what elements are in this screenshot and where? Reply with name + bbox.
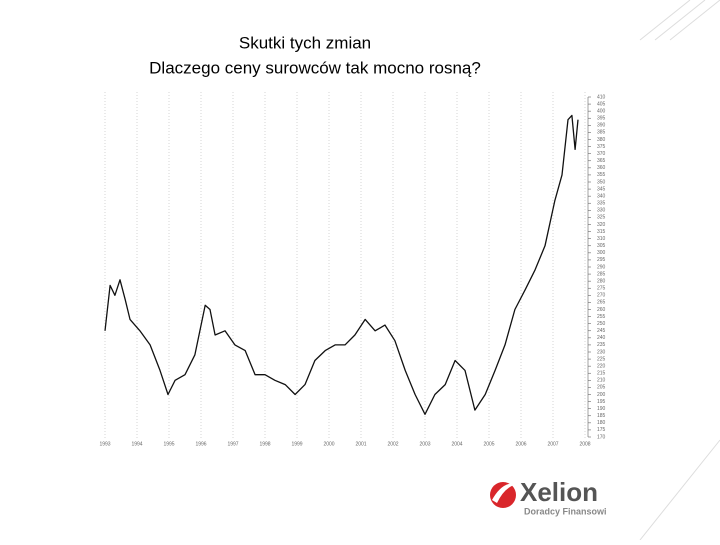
y-tick-label: 365 <box>597 158 606 164</box>
y-tick-label: 320 <box>597 222 606 228</box>
y-tick-label: 220 <box>597 363 606 369</box>
y-tick-label: 260 <box>597 307 606 313</box>
y-tick-label: 390 <box>597 123 606 129</box>
y-tick-label: 385 <box>597 130 606 136</box>
x-tick-label: 2002 <box>387 441 398 447</box>
y-tick-label: 180 <box>597 420 606 426</box>
y-tick-label: 270 <box>597 293 606 299</box>
x-tick-label: 1999 <box>291 441 302 447</box>
y-tick-label: 305 <box>597 243 606 249</box>
y-tick-label: 245 <box>597 328 606 334</box>
x-tick-label: 1995 <box>163 441 174 447</box>
x-tick-label: 2003 <box>419 441 430 447</box>
logo: Xelion Doradcy Finansowi <box>490 477 607 516</box>
y-tick-label: 405 <box>597 101 606 107</box>
y-tick-label: 380 <box>597 137 606 143</box>
y-tick-label: 170 <box>597 434 606 440</box>
y-tick-label: 255 <box>597 314 606 320</box>
y-tick-label: 285 <box>597 271 606 277</box>
x-tick-label: 2007 <box>547 441 558 447</box>
x-tick-label: 2005 <box>483 441 494 447</box>
y-tick-label: 400 <box>597 108 606 114</box>
y-tick-label: 250 <box>597 321 606 327</box>
x-tick-label: 2008 <box>579 441 590 447</box>
slide-subtitle: Dlaczego ceny surowców tak mocno rosną? <box>149 58 481 77</box>
x-tick-label: 1993 <box>99 441 110 447</box>
y-tick-label: 330 <box>597 208 606 214</box>
x-tick-label: 2000 <box>323 441 334 447</box>
y-tick-label: 275 <box>597 286 606 292</box>
y-tick-label: 335 <box>597 201 606 207</box>
price-line <box>104 114 579 415</box>
y-tick-label: 195 <box>597 399 606 405</box>
logo-icon <box>490 482 516 508</box>
x-tick-label: 2001 <box>355 441 366 447</box>
y-tick-label: 350 <box>597 179 606 185</box>
y-tick-label: 215 <box>597 371 606 377</box>
y-tick-label: 240 <box>597 335 606 341</box>
x-tick-label: 1996 <box>195 441 206 447</box>
y-tick-label: 310 <box>597 236 606 242</box>
logo-name: Xelion <box>520 477 598 507</box>
y-tick-label: 370 <box>597 151 606 157</box>
y-tick-label: 360 <box>597 165 606 171</box>
x-tick-label: 1997 <box>227 441 238 447</box>
x-tick-label: 2004 <box>451 441 462 447</box>
y-tick-label: 340 <box>597 193 606 199</box>
y-tick-label: 230 <box>597 349 606 355</box>
y-tick-label: 210 <box>597 378 606 384</box>
y-tick-label: 300 <box>597 250 606 256</box>
y-tick-label: 355 <box>597 172 606 178</box>
y-tick-label: 185 <box>597 413 606 419</box>
y-tick-label: 410 <box>597 94 606 100</box>
y-tick-label: 225 <box>597 356 606 362</box>
y-tick-label: 325 <box>597 215 606 221</box>
chart: 1993 1994 1995 1996 1997 1998 1999 2000 2001 2002… <box>99 92 606 447</box>
slide-title: Skutki tych zmian <box>239 33 371 52</box>
y-tick-label: 175 <box>597 427 606 433</box>
y-tick-label: 235 <box>597 342 606 348</box>
y-tick-label: 295 <box>597 257 606 263</box>
y-tick-label: 190 <box>597 406 606 412</box>
logo-swoosh <box>492 483 518 503</box>
x-tick-label: 1994 <box>131 441 142 447</box>
y-tick-label: 200 <box>597 392 606 398</box>
y-tick-label: 345 <box>597 186 606 192</box>
x-tick-label: 1998 <box>259 441 270 447</box>
y-tick-label: 280 <box>597 278 606 284</box>
y-tick-label: 395 <box>597 116 606 122</box>
y-tick-label: 205 <box>597 385 606 391</box>
decoration <box>639 0 720 541</box>
y-tick-label: 265 <box>597 300 606 306</box>
y-tick-label: 290 <box>597 264 606 270</box>
logo-tagline: Doradcy Finansowi <box>524 506 607 516</box>
x-tick-label: 2006 <box>515 441 526 447</box>
y-tick-label: 315 <box>597 229 606 235</box>
y-tick-label: 375 <box>597 144 606 150</box>
